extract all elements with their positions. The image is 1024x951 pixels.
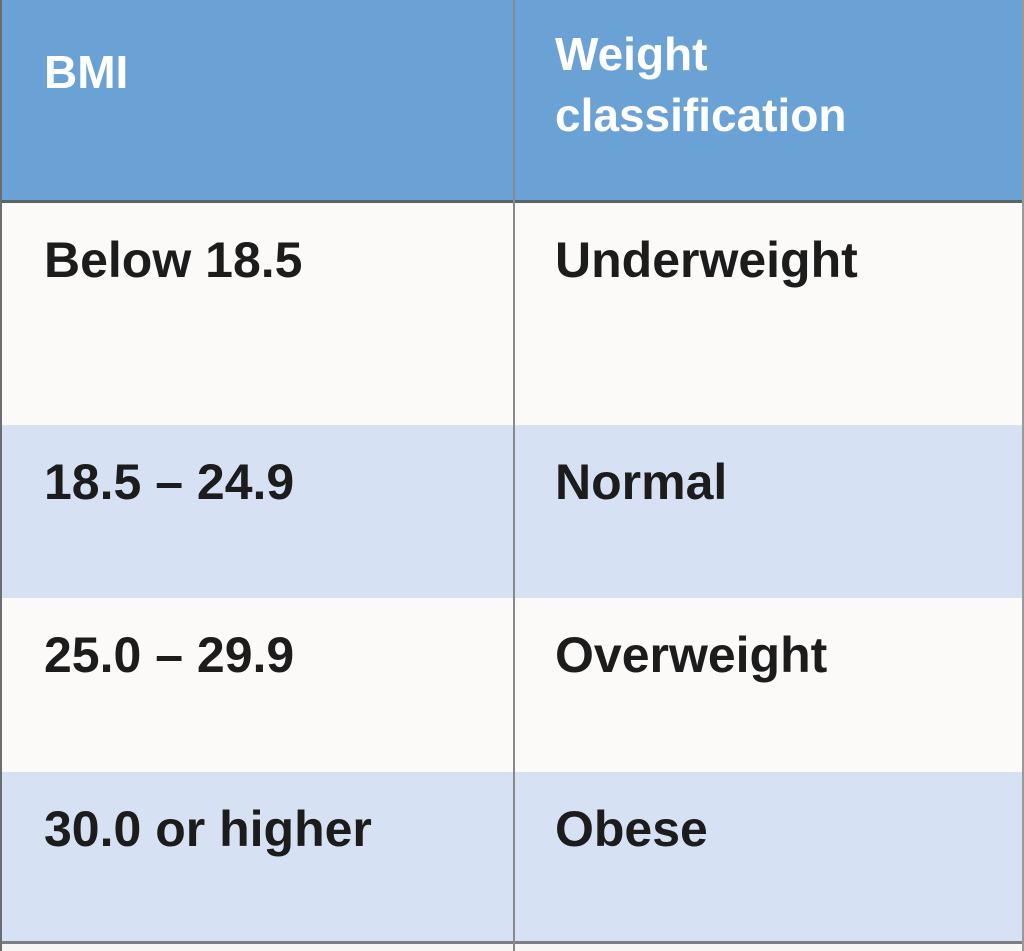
classification-value: Underweight (555, 232, 858, 288)
header-label-bmi: BMI (44, 46, 129, 98)
bmi-cell: 18.5 – 24.9 (2, 425, 513, 598)
bmi-value: Below 18.5 (44, 232, 303, 288)
table-row: 30.0 or higher Obese (2, 772, 1022, 944)
bmi-cell: Below 18.5 (2, 203, 513, 425)
header-label-weight-classification: Weight classification (555, 28, 847, 141)
table-header-row: BMI Weight classification (2, 0, 1022, 203)
classification-value: Obese (555, 801, 708, 857)
bmi-value: 25.0 – 29.9 (44, 627, 295, 683)
bmi-cell: 25.0 – 29.9 (2, 598, 513, 772)
classification-value: Normal (555, 454, 728, 510)
classification-cell: Overweight (513, 598, 1022, 772)
classification-cell: Obese (513, 772, 1022, 941)
table-row: 18.5 – 24.9 Normal (2, 425, 1022, 598)
classification-value: Overweight (555, 627, 828, 683)
bmi-value: 18.5 – 24.9 (44, 454, 295, 510)
header-cell-weight-classification: Weight classification (513, 0, 1022, 200)
column-divider (513, 0, 515, 951)
bmi-cell: 30.0 or higher (2, 772, 513, 941)
table-row: 25.0 – 29.9 Overweight (2, 598, 1022, 772)
header-cell-bmi: BMI (2, 0, 513, 200)
table-bottom-strip (2, 944, 1022, 951)
classification-cell: Underweight (513, 203, 1022, 425)
table-row: Below 18.5 Underweight (2, 203, 1022, 425)
classification-cell: Normal (513, 425, 1022, 598)
bmi-value: 30.0 or higher (44, 801, 372, 857)
